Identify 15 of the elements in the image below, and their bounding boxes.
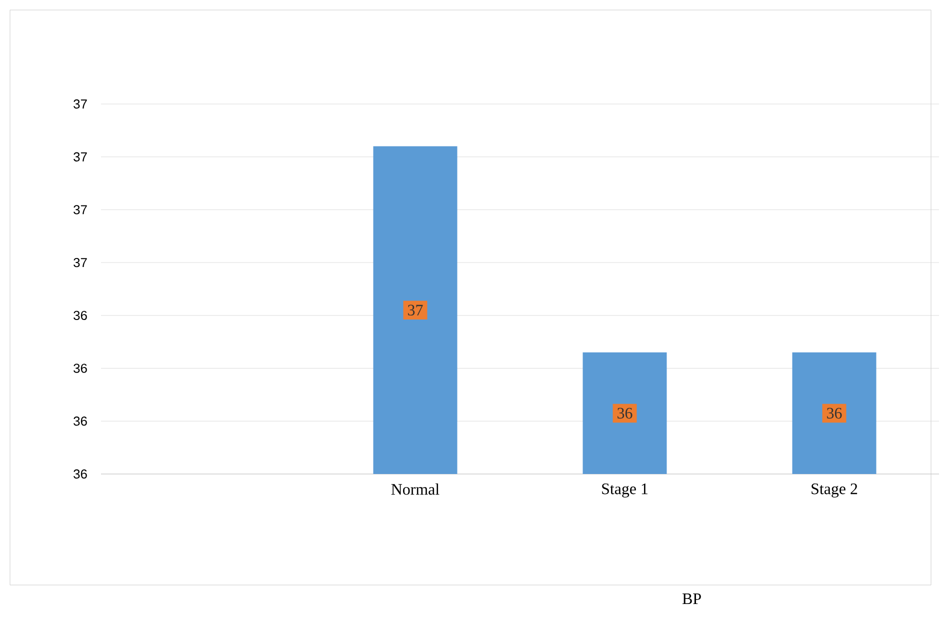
- y-tick-label: 37: [74, 99, 87, 109]
- data-label: 37: [408, 304, 423, 316]
- data-label: 36: [618, 408, 632, 419]
- y-tick-label: 37: [74, 258, 87, 268]
- y-tick-label: 37: [74, 152, 87, 162]
- x-tick-label: Normal: [391, 484, 440, 495]
- y-tick-label: 36: [74, 416, 87, 426]
- y-tick-label: 36: [74, 364, 87, 373]
- x-tick-label: Stage 2: [812, 484, 858, 498]
- y-tick-label: 37: [74, 205, 87, 214]
- text: BP: [682, 594, 701, 604]
- x-tick-label: Stage 1: [602, 484, 648, 498]
- y-tick-label: 36: [74, 310, 87, 320]
- data-label: 36: [827, 408, 842, 419]
- y-tick-label: 36: [74, 469, 87, 479]
